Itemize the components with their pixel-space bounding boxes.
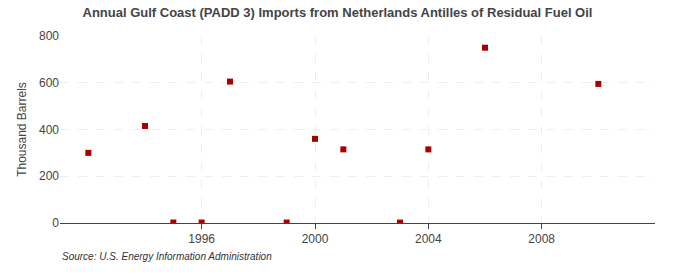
svg-text:Thousand Barrels: Thousand Barrels	[15, 82, 29, 177]
svg-text:400: 400	[39, 123, 59, 137]
svg-text:Annual Gulf Coast (PADD 3) Imp: Annual Gulf Coast (PADD 3) Imports from …	[83, 5, 593, 20]
svg-text:200: 200	[39, 169, 59, 183]
svg-text:2004: 2004	[415, 232, 442, 246]
svg-text:Source: U.S. Energy Informatio: Source: U.S. Energy Information Administ…	[62, 251, 272, 262]
svg-text:1996: 1996	[188, 232, 215, 246]
svg-text:2000: 2000	[302, 232, 329, 246]
svg-text:2008: 2008	[528, 232, 555, 246]
svg-text:600: 600	[39, 76, 59, 90]
svg-text:0: 0	[52, 216, 59, 230]
svg-text:800: 800	[39, 29, 59, 43]
